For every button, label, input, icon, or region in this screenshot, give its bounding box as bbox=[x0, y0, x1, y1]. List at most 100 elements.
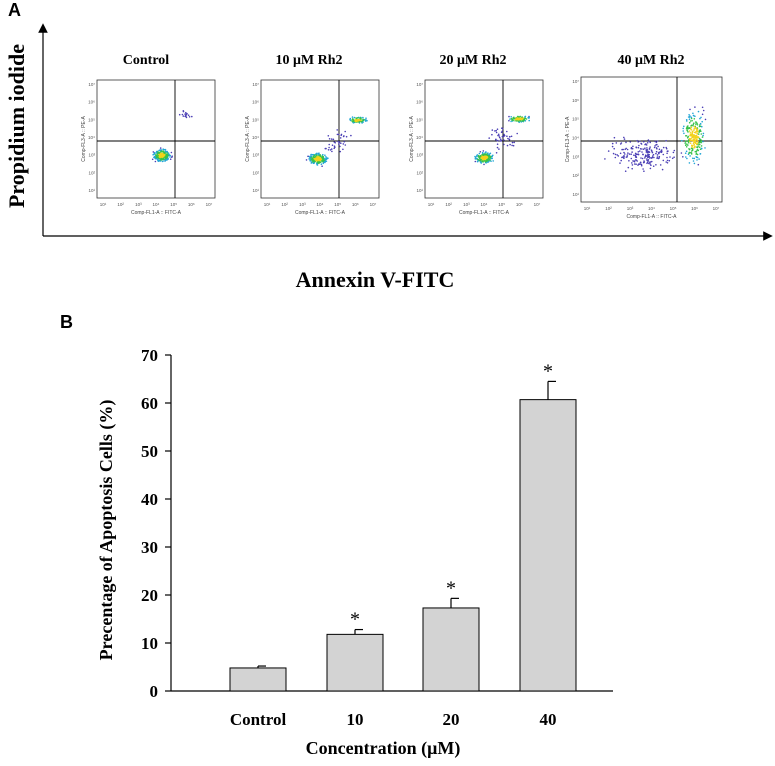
flow-x-tick: 10⁴ bbox=[153, 202, 160, 207]
flow-plot-3: 40 μM Rh2 10¹ 10¹ 10² 10² 10³ 10³ 10⁴ 10⁴ 10⁵ 10⁵ 1… bbox=[565, 53, 723, 220]
flow-y-tick: 10³ bbox=[572, 154, 579, 159]
flow-plot-title: Control bbox=[123, 53, 170, 68]
significance-marker: * bbox=[350, 609, 360, 631]
flow-x-tick: 10¹ bbox=[584, 206, 591, 211]
flow-y-tick: 10⁶ bbox=[252, 100, 259, 105]
flow-y-tick: 10¹ bbox=[416, 188, 423, 193]
bar-Control bbox=[229, 667, 287, 692]
flow-plot-frame bbox=[260, 79, 380, 199]
flow-y-tick: 10⁵ bbox=[416, 117, 423, 122]
flow-x-tick: 10¹ bbox=[428, 202, 435, 207]
flow-plot-title: 20 μM Rh2 bbox=[439, 53, 506, 68]
chart-xlabel: Concentration (μM) bbox=[306, 738, 461, 759]
x-tick-label: Control bbox=[230, 710, 287, 729]
flow-x-tick: 10⁵ bbox=[670, 206, 677, 211]
x-tick-label: 10 bbox=[347, 710, 364, 729]
flow-y-tick: 10⁴ bbox=[252, 135, 259, 140]
y-tick-label: 40 bbox=[141, 490, 158, 509]
flow-y-tick: 10⁷ bbox=[88, 82, 95, 87]
flow-y-axis-label: Comp-FL3-A :: PE-A bbox=[409, 116, 415, 162]
flow-y-tick: 10¹ bbox=[88, 188, 95, 193]
flow-x-tick: 10⁶ bbox=[352, 202, 359, 207]
flow-x-tick: 10⁵ bbox=[498, 202, 505, 207]
significance-marker: * bbox=[446, 577, 456, 599]
flow-x-tick: 10⁷ bbox=[713, 206, 720, 211]
panel-a-letter: A bbox=[8, 0, 21, 20]
flow-y-tick: 10⁴ bbox=[572, 136, 579, 141]
flow-y-tick: 10⁶ bbox=[572, 98, 579, 103]
flow-y-tick: 10⁵ bbox=[88, 117, 95, 122]
flow-plot-title: 40 μM Rh2 bbox=[617, 53, 684, 68]
flow-x-tick: 10⁴ bbox=[317, 202, 324, 207]
panel-b-letter: B bbox=[60, 312, 73, 332]
flow-y-axis-label: Comp-FL3-A :: PE-A bbox=[565, 116, 571, 162]
apoptosis-bar-chart: Precentage of Apoptosis Cells (%) Concen… bbox=[96, 346, 613, 759]
flow-y-tick: 10⁵ bbox=[572, 117, 579, 122]
flow-x-tick: 10² bbox=[445, 202, 452, 207]
flow-x-tick: 10¹ bbox=[264, 202, 271, 207]
y-tick-label: 30 bbox=[141, 538, 158, 557]
flow-plot-1: 10 μM Rh2 10¹ 10¹ 10² 10² 10³ 10³ 10⁴ 10⁴ 10⁵ 10⁵ 1… bbox=[245, 53, 380, 216]
flow-y-tick: 10⁵ bbox=[252, 117, 259, 122]
flow-plot-frame bbox=[96, 79, 216, 199]
flow-y-tick: 10¹ bbox=[572, 192, 579, 197]
flow-x-tick: 10⁶ bbox=[516, 202, 523, 207]
flow-y-tick: 10¹ bbox=[252, 188, 259, 193]
x-tick-label: 20 bbox=[443, 710, 460, 729]
flow-event-cloud bbox=[305, 116, 368, 167]
flow-x-tick: 10⁶ bbox=[691, 206, 698, 211]
bar-20 bbox=[422, 607, 480, 692]
flow-x-tick: 10⁷ bbox=[206, 202, 213, 207]
significance-marker: * bbox=[543, 360, 553, 382]
flow-x-tick: 10² bbox=[117, 202, 124, 207]
flow-cytometry-panel: Propidium iodide Annexin V-FITC Control 1… bbox=[4, 23, 773, 292]
flow-y-tick: 10⁶ bbox=[416, 100, 423, 105]
flow-x-tick: 10⁵ bbox=[334, 202, 341, 207]
flow-event-cloud bbox=[474, 115, 530, 166]
flow-y-axis-label: Comp-FL3-A :: PE-A bbox=[245, 116, 251, 162]
panel-a-xlabel: Annexin V-FITC bbox=[296, 267, 455, 292]
flow-y-tick: 10⁴ bbox=[88, 135, 95, 140]
flow-y-tick: 10⁴ bbox=[416, 135, 423, 140]
x-tick-label: 40 bbox=[540, 710, 557, 729]
flow-x-tick: 10⁷ bbox=[370, 202, 377, 207]
flow-x-tick: 10³ bbox=[299, 202, 306, 207]
flow-x-axis-label: Comp-FL1-A :: FITC-A bbox=[459, 210, 510, 216]
y-tick-label: 20 bbox=[141, 586, 158, 605]
flow-y-tick: 10² bbox=[252, 170, 259, 175]
flow-y-tick: 10⁷ bbox=[572, 79, 579, 84]
flow-y-tick: 10² bbox=[416, 170, 423, 175]
flow-x-tick: 10⁷ bbox=[534, 202, 541, 207]
flow-y-tick: 10³ bbox=[252, 153, 259, 158]
flow-x-tick: 10⁶ bbox=[188, 202, 195, 207]
flow-y-tick: 10³ bbox=[88, 153, 95, 158]
y-tick-label: 10 bbox=[141, 634, 158, 653]
flow-x-axis-label: Comp-FL1-A :: FITC-A bbox=[626, 214, 677, 220]
flow-plot-frame bbox=[424, 79, 544, 199]
chart-ylabel: Precentage of Apoptosis Cells (%) bbox=[96, 400, 117, 661]
flow-plot-2: 20 μM Rh2 10¹ 10¹ 10² 10² 10³ 10³ 10⁴ 10⁴ 10⁵ 10⁵ 1… bbox=[409, 53, 544, 216]
flow-x-axis-label: Comp-FL1-A :: FITC-A bbox=[295, 210, 346, 216]
y-tick-label: 60 bbox=[141, 394, 158, 413]
y-tick-label: 50 bbox=[141, 442, 158, 461]
flow-plot-0: Control 10¹ 10¹ 10² 10² 10³ 10³ 10⁴ 10⁴ 10⁵ 10⁵ 10⁶… bbox=[81, 53, 216, 216]
flow-plot-title: 10 μM Rh2 bbox=[275, 53, 342, 68]
flow-y-axis-label: Comp-FL3-A :: PE-A bbox=[81, 116, 87, 162]
flow-y-tick: 10² bbox=[572, 173, 579, 178]
flow-y-tick: 10⁶ bbox=[88, 100, 95, 105]
flow-y-tick: 10³ bbox=[416, 153, 423, 158]
flow-x-tick: 10² bbox=[281, 202, 288, 207]
flow-y-tick: 10⁷ bbox=[416, 82, 423, 87]
flow-event-cloud bbox=[604, 106, 707, 172]
y-tick-label: 0 bbox=[150, 682, 159, 701]
flow-x-tick: 10² bbox=[605, 206, 612, 211]
flow-y-tick: 10² bbox=[88, 170, 95, 175]
flow-x-tick: 10³ bbox=[135, 202, 142, 207]
flow-x-tick: 10⁵ bbox=[170, 202, 177, 207]
flow-x-tick: 10³ bbox=[627, 206, 634, 211]
bar-10 bbox=[326, 633, 384, 692]
flow-x-tick: 10⁴ bbox=[648, 206, 655, 211]
flow-plot-frame bbox=[580, 76, 723, 203]
flow-x-tick: 10⁴ bbox=[481, 202, 488, 207]
flow-x-tick: 10¹ bbox=[100, 202, 107, 207]
